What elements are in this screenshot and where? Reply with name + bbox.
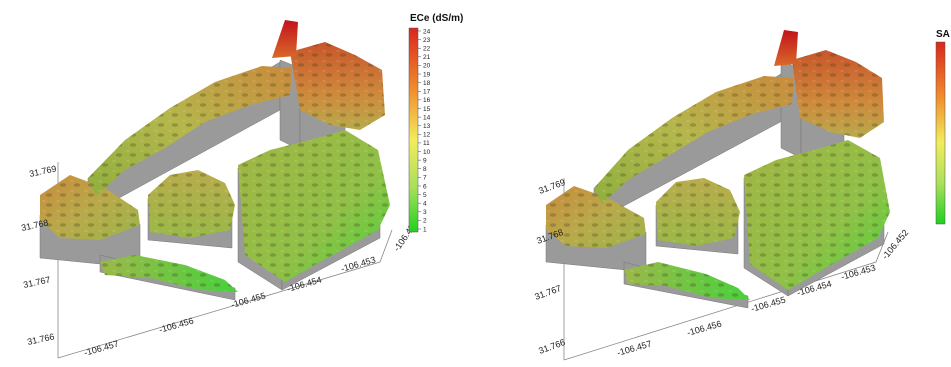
legend-tick-label: 8 bbox=[423, 166, 427, 173]
legend-tick-label: 12 bbox=[423, 132, 431, 139]
legend-tick-label: 18 bbox=[423, 80, 431, 87]
legend-tick-label: 20 bbox=[423, 63, 431, 70]
lon-tick: -106.457 bbox=[83, 339, 120, 358]
sa-surface-map: 31.769 31.768 31.767 31.766 -106.457 -10… bbox=[533, 29, 950, 361]
lat-tick: 31.767 bbox=[533, 283, 562, 302]
terrain-surface bbox=[546, 30, 890, 300]
legend-tick-label: 6 bbox=[423, 183, 427, 190]
lat-tick: 31.766 bbox=[537, 337, 566, 356]
legend-tick-label: 23 bbox=[423, 37, 431, 44]
legend-tick-label: 5 bbox=[423, 192, 427, 199]
legend-tick-label: 2 bbox=[423, 218, 427, 225]
lat-tick: 31.766 bbox=[26, 331, 55, 347]
legend-tick-label: 21 bbox=[423, 54, 431, 61]
lat-tick: 31.769 bbox=[537, 177, 566, 196]
lat-tick: 31.767 bbox=[22, 274, 51, 290]
lon-tick: -106.456 bbox=[686, 319, 723, 338]
lon-tick: -106.455 bbox=[230, 291, 267, 310]
legend-tick-label: 16 bbox=[423, 97, 431, 104]
lon-tick: -106.455 bbox=[750, 295, 787, 314]
legend-tick-label: 13 bbox=[423, 123, 431, 130]
legend-color-bar bbox=[935, 41, 946, 225]
terrain-surface bbox=[40, 20, 390, 292]
legend-tick-label: 11 bbox=[423, 140, 430, 147]
legend-tick-label: 9 bbox=[423, 157, 427, 164]
legend-title: ECe (dS/m) bbox=[410, 13, 463, 24]
ece-surface-map: 31.769 31.768 31.767 31.766 -106.457 -10… bbox=[20, 13, 463, 359]
ece-surface-map-panel: 31.769 31.768 31.767 31.766 -106.457 -10… bbox=[0, 0, 476, 362]
legend-tick-label: 22 bbox=[423, 46, 431, 53]
lon-axis-line bbox=[57, 229, 393, 359]
legend-title: SA bbox=[936, 29, 950, 40]
legend-tick-label: 3 bbox=[423, 209, 427, 216]
legend-tick-label: 17 bbox=[423, 89, 431, 96]
legend-tick-label: 10 bbox=[423, 149, 431, 156]
lon-tick: -106.452 bbox=[880, 228, 910, 262]
sa-surface-map-panel: 31.769 31.768 31.767 31.766 -106.457 -10… bbox=[476, 0, 951, 362]
legend-tick-label: 24 bbox=[423, 28, 431, 35]
lat-tick: 31.769 bbox=[28, 163, 57, 179]
legend-tick-label: 19 bbox=[423, 71, 431, 78]
legend-tick-label: 7 bbox=[423, 175, 427, 182]
color-legend: ECe (dS/m) 24232221201918171615141312111… bbox=[408, 13, 463, 233]
legend-color-bar bbox=[408, 27, 419, 233]
legend-tick-label: 15 bbox=[423, 106, 431, 113]
color-legend: SA bbox=[935, 29, 950, 225]
lon-tick: -106.457 bbox=[616, 339, 653, 358]
legend-tick-label: 14 bbox=[423, 114, 431, 121]
lon-tick: -106.453 bbox=[840, 263, 877, 282]
lon-tick: -106.456 bbox=[158, 316, 195, 335]
lon-tick: -106.453 bbox=[340, 255, 377, 274]
legend-tick-label: 4 bbox=[423, 200, 427, 207]
legend-tick-label: 1 bbox=[423, 226, 427, 233]
